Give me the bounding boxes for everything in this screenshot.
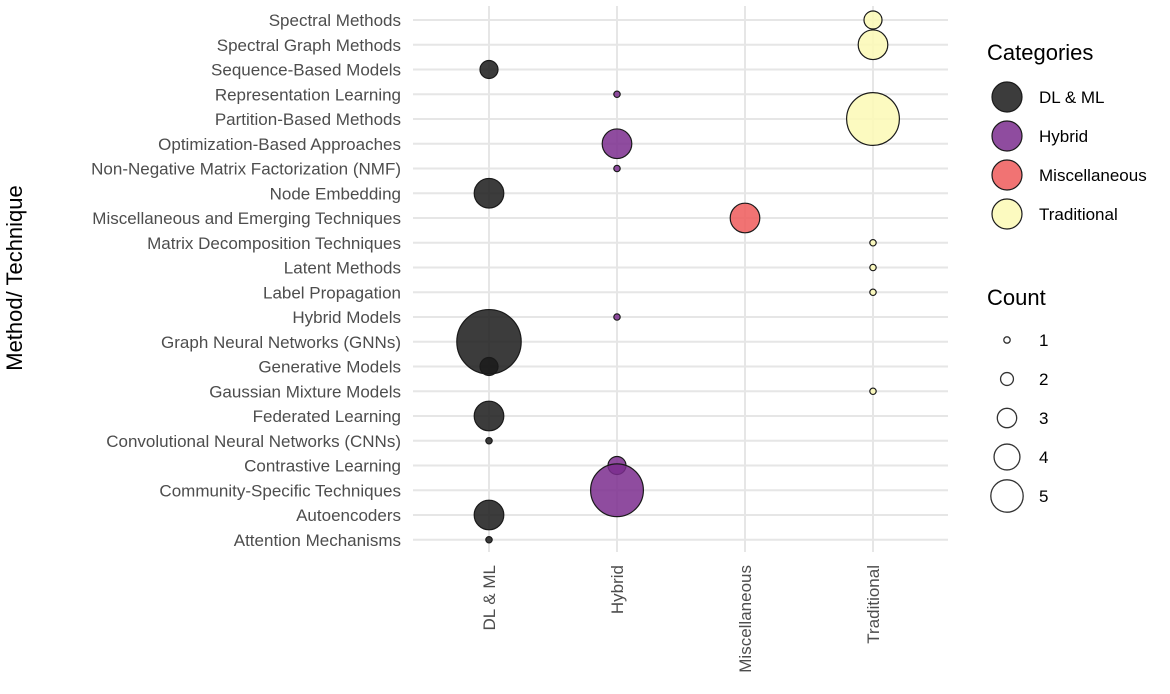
- data-points: [456, 10, 900, 544]
- bubble-point: [613, 90, 621, 99]
- legend-category-label: Hybrid: [1039, 127, 1088, 146]
- legend-count-swatch: [996, 407, 1018, 429]
- x-tick-label: Traditional: [864, 565, 883, 644]
- legend-count-swatch: [1003, 336, 1011, 344]
- y-tick-label: Latent Methods: [284, 259, 401, 278]
- x-axis-tick-labels: DL & ML Hybrid Miscellaneous Traditional: [480, 565, 883, 673]
- bubble-point: [589, 463, 644, 518]
- bubble-point: [479, 356, 499, 377]
- legend-count-swatch: [993, 443, 1021, 471]
- x-tick-label: Miscellaneous: [736, 565, 755, 673]
- legend-categories-title: Categories: [987, 40, 1093, 65]
- y-tick-label: Gaussian Mixture Models: [209, 382, 401, 401]
- bubble-point: [869, 288, 877, 297]
- bubble-point: [869, 387, 877, 396]
- y-tick-label: Autoencoders: [296, 506, 401, 525]
- bubble-point: [473, 400, 505, 432]
- bubble-point: [485, 535, 493, 544]
- y-tick-label: Representation Learning: [215, 85, 401, 104]
- legend-count-label: 5: [1039, 487, 1048, 506]
- y-tick-label: Partition-Based Methods: [215, 110, 401, 129]
- y-tick-label: Sequence-Based Models: [211, 61, 401, 80]
- legend-count-title: Count: [987, 285, 1046, 310]
- y-tick-label: Graph Neural Networks (GNNs): [161, 333, 401, 352]
- y-tick-label: Community-Specific Techniques: [159, 481, 401, 500]
- legend-category-swatch: [991, 120, 1023, 152]
- bubble-point: [479, 59, 499, 80]
- bubble-point: [473, 499, 505, 531]
- legend-count-label: 4: [1039, 448, 1048, 467]
- y-tick-label: Miscellaneous and Emerging Techniques: [92, 209, 401, 228]
- y-tick-label: Label Propagation: [263, 283, 401, 302]
- bubble-point: [845, 91, 900, 146]
- y-tick-label: Node Embedding: [270, 184, 401, 203]
- legend-category-swatch: [991, 198, 1023, 230]
- x-tick-label: DL & ML: [480, 565, 499, 631]
- y-tick-label: Generative Models: [258, 358, 401, 377]
- legend-category-label: Traditional: [1039, 205, 1118, 224]
- legend-count-label: 2: [1039, 370, 1048, 389]
- legend: Categories DL & ML Hybrid Miscellaneous Tra…: [987, 40, 1147, 513]
- legend-category-swatch: [991, 159, 1023, 191]
- y-tick-label: Spectral Methods: [269, 11, 401, 30]
- y-tick-label: Attention Mechanisms: [234, 531, 401, 550]
- y-tick-label: Hybrid Models: [292, 308, 401, 327]
- y-tick-label: Federated Learning: [253, 407, 401, 426]
- y-tick-label: Non-Negative Matrix Factorization (NMF): [91, 160, 401, 179]
- legend-count-swatch: [990, 479, 1024, 513]
- y-tick-label: Convolutional Neural Networks (CNNs): [106, 432, 401, 451]
- y-tick-label: Matrix Decomposition Techniques: [147, 234, 401, 253]
- y-tick-label: Contrastive Learning: [244, 457, 401, 476]
- y-axis-tick-labels: Attention Mechanisms Autoencoders Communit…: [91, 11, 401, 550]
- bubble-point: [473, 177, 505, 209]
- legend-category-items: DL & ML Hybrid Miscellaneous Traditional: [991, 81, 1147, 230]
- legend-count-items: 1 2 3 4 5: [990, 331, 1048, 513]
- bubble-point: [857, 29, 889, 61]
- y-axis-title: Method/ Technique: [2, 185, 27, 371]
- bubble-point: [869, 238, 877, 247]
- legend-count-label: 3: [1039, 409, 1048, 428]
- bubble-point: [601, 128, 633, 160]
- bubble-point: [613, 313, 621, 321]
- legend-count-swatch: [999, 371, 1015, 387]
- legend-category-label: DL & ML: [1039, 88, 1105, 107]
- bubble-point: [729, 202, 761, 234]
- y-tick-label: Optimization-Based Approaches: [158, 135, 401, 154]
- x-tick-label: Hybrid: [608, 565, 627, 614]
- grid-lines: [413, 6, 948, 552]
- bubble-point: [869, 263, 877, 272]
- bubble-point: [863, 10, 883, 30]
- legend-category-label: Miscellaneous: [1039, 166, 1147, 185]
- bubble-point: [485, 436, 493, 445]
- legend-count-label: 1: [1039, 331, 1048, 350]
- bubble-point: [613, 164, 621, 173]
- legend-category-swatch: [991, 81, 1023, 113]
- y-tick-label: Spectral Graph Methods: [217, 36, 401, 55]
